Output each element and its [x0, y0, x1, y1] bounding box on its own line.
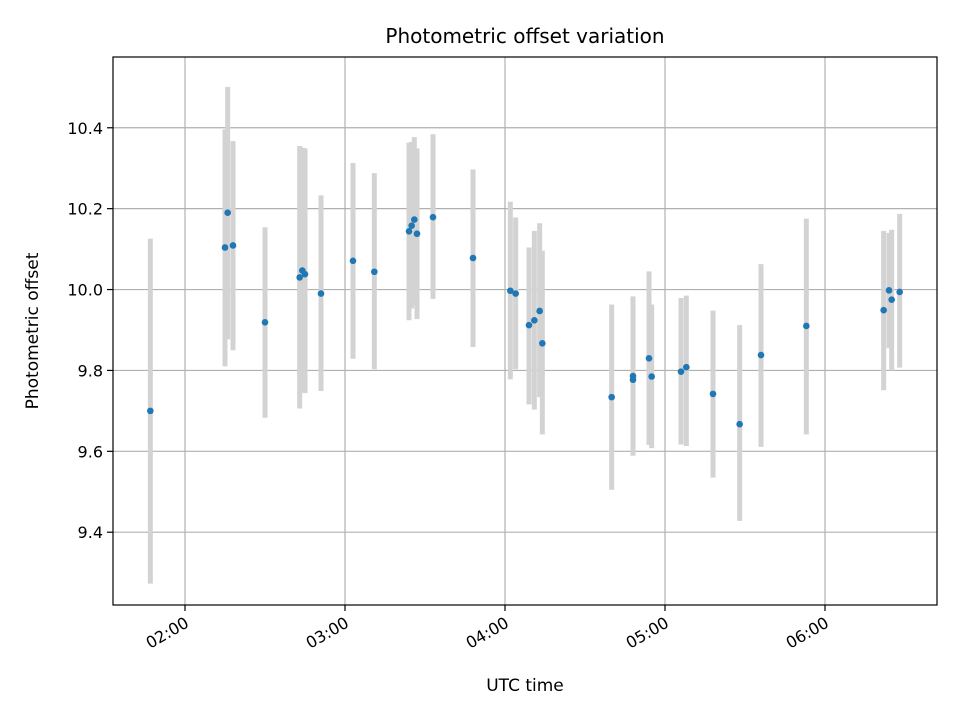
data-point: [803, 322, 810, 330]
data-point: [224, 209, 231, 217]
y-axis-ticks: 9.4 9.6 9.8 10.0 10.2 10.4: [67, 119, 113, 542]
data-point: [469, 254, 477, 262]
data-point: [221, 244, 229, 251]
data-point: [683, 363, 690, 371]
data-point: [709, 390, 717, 398]
data-point: [539, 340, 546, 347]
data-point: [261, 319, 269, 326]
data-point: [512, 290, 519, 297]
data-point: [677, 368, 685, 375]
y-tick-label: 10.4: [67, 119, 103, 138]
x-axis-title: UTC time: [486, 676, 564, 696]
data-point: [888, 296, 895, 303]
data-point: [147, 407, 154, 415]
data-point: [229, 242, 237, 249]
y-axis-title: Photometric offset: [23, 252, 43, 409]
data-point: [429, 213, 437, 221]
data-point: [531, 316, 538, 324]
y-tick-label: 9.4: [78, 523, 103, 542]
data-point: [405, 228, 413, 235]
data-point: [408, 222, 415, 229]
y-tick-label: 9.6: [78, 442, 103, 461]
data-point: [896, 288, 903, 296]
y-tick-label: 10.2: [67, 200, 103, 219]
data-points: [147, 209, 903, 428]
data-point: [736, 420, 743, 428]
data-point: [608, 393, 615, 401]
y-tick-label: 9.8: [78, 361, 103, 380]
plot-frame: [112, 56, 938, 606]
data-point: [885, 287, 893, 294]
data-point: [349, 257, 357, 265]
data-point: [645, 354, 653, 362]
data-point: [525, 321, 533, 329]
chart-title: Photometric offset variation: [385, 24, 664, 48]
data-point: [629, 376, 637, 384]
data-point: [317, 290, 325, 297]
data-point: [413, 230, 421, 238]
data-point: [507, 287, 514, 295]
grid-lines: [113, 57, 937, 605]
data-point: [301, 270, 309, 278]
data-point: [296, 274, 303, 281]
data-point: [411, 216, 418, 223]
y-tick-label: 10.0: [67, 281, 103, 300]
data-point: [880, 306, 887, 314]
data-point: [757, 351, 765, 359]
data-point: [648, 373, 655, 380]
data-point: [371, 268, 378, 276]
data-point: [536, 307, 543, 315]
